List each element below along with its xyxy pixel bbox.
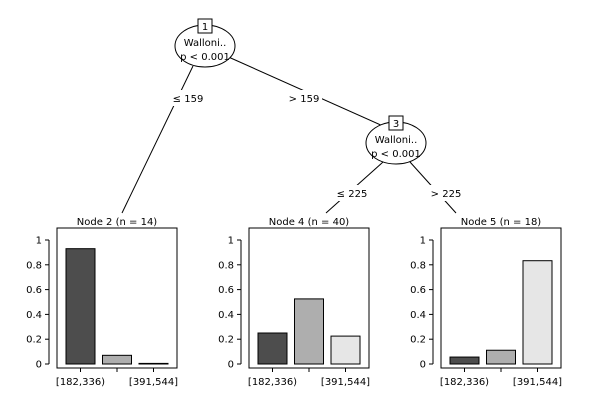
panel-1-x-tick-label: [391,544]	[129, 377, 178, 388]
panel-3-y-tick-label: 0.4	[410, 310, 426, 321]
panel-1-bar-1	[65, 248, 96, 365]
panel-3-y-tick-label: 0.6	[410, 285, 426, 296]
panel-3-x-tick-label: [391,544]	[513, 377, 562, 388]
panel-3-bar-3	[522, 260, 553, 365]
inner-node-3: 3 Walloni.. p < 0.001	[365, 115, 427, 165]
panel-3-y-tick-label: 0.2	[410, 335, 426, 346]
edge-label-2: > 159	[289, 94, 320, 105]
panel-2-bar-3	[330, 335, 361, 365]
panel-1-y-tick-label: 0	[36, 360, 42, 371]
node-1-id: 1	[202, 22, 208, 33]
panel-1-y-tick-label: 0.2	[26, 335, 42, 346]
node-3-variable: Walloni..	[375, 135, 418, 146]
edge-label-bg-4	[428, 185, 464, 201]
panel-2-x-tick-label: [182,336)	[248, 377, 297, 388]
panel-2-y-tick-label: 0.4	[218, 310, 234, 321]
edge-label-1: ≤ 159	[173, 94, 204, 105]
edge-label-bg-2	[286, 90, 322, 106]
panel-1-title: Node 2 (n = 14)	[77, 217, 158, 228]
node-3-id-box	[388, 115, 404, 131]
terminal-panels: Node 2 (n = 14) 0 0.2 0.4 0.6 0.8 1 [182,336) [3…	[26, 217, 562, 388]
panel-2-title: Node 4 (n = 40)	[269, 217, 350, 228]
inner-node-1: 1 Walloni.. p < 0.001	[174, 18, 236, 68]
panel-2-y-tick-label: 0.6	[218, 285, 234, 296]
panel-3-bar-2	[486, 349, 516, 365]
panel-1-y-tick-label: 0.6	[26, 285, 42, 296]
panel-3-y-tick-label: 1	[420, 236, 426, 247]
node-1-variable: Walloni..	[184, 38, 227, 49]
panel-3-x-tick-label: [182,336)	[440, 377, 489, 388]
panel-2-x-tick-label: [391,544]	[321, 377, 370, 388]
node-1-pvalue: p < 0.001	[180, 52, 230, 63]
edge-line-1-2	[121, 65, 194, 214]
panel-1-x-tick-label: [182,336)	[56, 377, 105, 388]
panel-3-y-tick-label: 0.8	[410, 260, 426, 271]
edge-label-bg-1	[170, 90, 206, 106]
panel-2-bar-1	[257, 332, 288, 365]
edge-label-bg-3	[334, 185, 370, 201]
panel-3-bar-1	[449, 356, 480, 365]
edge-label-4: > 225	[431, 189, 462, 200]
panel-1-y-tick-label: 0.4	[26, 310, 42, 321]
panel-2-bar-2	[294, 298, 324, 365]
edge-label-3: ≤ 225	[337, 189, 368, 200]
panel-1-bar-2	[102, 354, 132, 365]
panel-3-title: Node 5 (n = 18)	[461, 217, 542, 228]
panel-1-bar-3	[138, 362, 169, 365]
node-3-pvalue: p < 0.001	[371, 149, 421, 160]
node-3-id: 3	[393, 119, 399, 130]
panel-3-y-tick-label: 0	[420, 360, 426, 371]
node-1-id-box	[197, 18, 213, 34]
panel-2-y-tick-label: 0.2	[218, 335, 234, 346]
panel-1-y-tick-label: 1	[36, 236, 42, 247]
panel-1-y-tick-label: 0.8	[26, 260, 42, 271]
panel-2-y-tick-label: 0.8	[218, 260, 234, 271]
panel-2-y-tick-label: 0	[228, 360, 234, 371]
panel-2-y-tick-label: 1	[228, 236, 234, 247]
